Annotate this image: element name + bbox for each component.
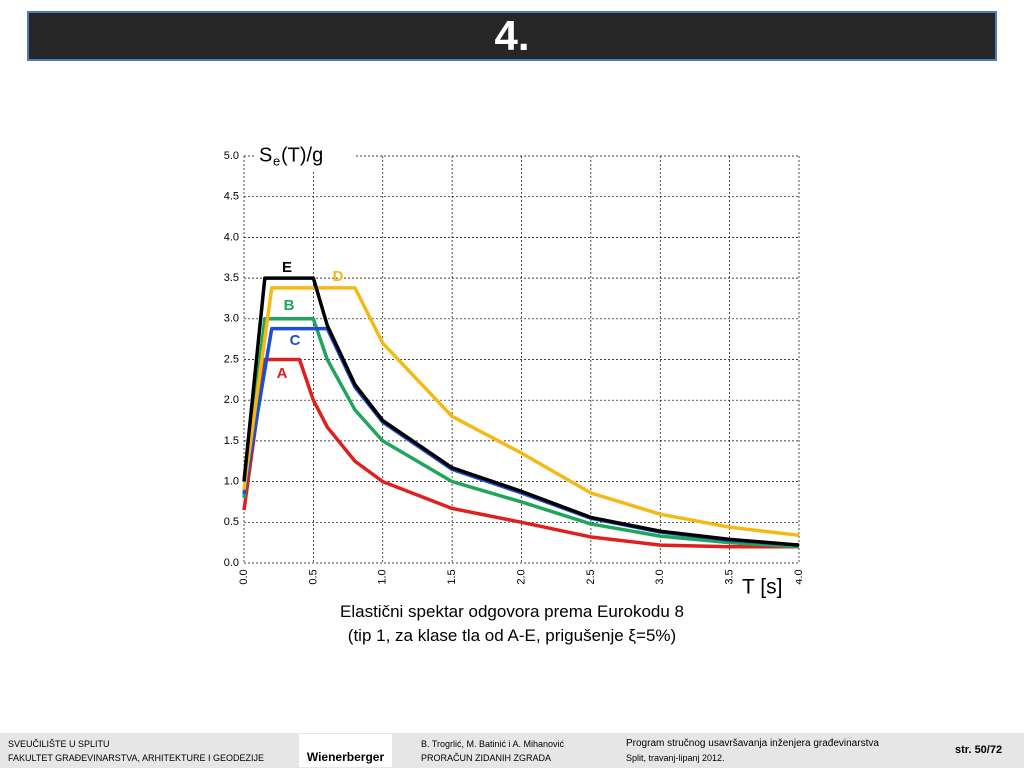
program: Program stručnog usavršavanja inženjera …: [626, 738, 879, 749]
program: Split, travanj-lipanj 2012.: [626, 753, 725, 763]
series-label: A: [277, 365, 288, 382]
y-axis-label-rest: (T)/g: [281, 144, 323, 166]
series-label: B: [284, 297, 295, 314]
x-tick-label: 1.0: [377, 569, 389, 584]
y-tick-label: 0.5: [224, 516, 239, 528]
authors: B. Trogrlić, M. Batinić i A. Mihanović: [421, 739, 565, 749]
x-tick-label: 3.0: [654, 569, 666, 584]
chart: 0.0 0.5 1.0 1.5 2.0 2.5 3.0 3.5 4.0 4.5 5.0 0.0 0.5 1…: [223, 140, 805, 600]
series-label: C: [290, 332, 301, 349]
series-line: [242, 286, 800, 538]
series-line: [242, 317, 800, 549]
x-tick-label: 3.5: [724, 569, 736, 584]
caption-line: Elastični spektar odgovora prema Eurokod…: [340, 602, 684, 621]
logo: Wienerberger: [299, 734, 392, 767]
y-tick-label: 3.0: [224, 313, 239, 325]
series-line: [242, 276, 800, 547]
y-tick-label: 2.5: [224, 353, 239, 365]
y-tick-label: 5.0: [224, 150, 239, 162]
y-tick-label: 2.0: [224, 394, 239, 406]
label-backdrop: [255, 140, 355, 170]
y-axis-label-sub: e: [273, 153, 280, 168]
y-tick-label: 0.0: [224, 557, 239, 569]
caption: Elastični spektar odgovora prema Eurokod…: [0, 600, 1024, 648]
x-axis-label: T [s]: [742, 576, 782, 599]
page-number: str. 50/72: [955, 744, 1003, 756]
series-line: [242, 357, 799, 549]
y-tick-label: 3.5: [224, 272, 239, 284]
series-label: D: [333, 268, 344, 285]
institution: SVEUČILIŠTE U SPLITU: [8, 739, 110, 749]
x-tick-label: 1.5: [446, 569, 458, 584]
institution: FAKULTET GRAĐEVINARSTVA, ARHITEKTURE I G…: [8, 753, 265, 763]
y-tick-label: 1.0: [224, 476, 239, 488]
x-tick-label: 0.0: [238, 569, 250, 584]
footer: SVEUČILIŠTE U SPLITU FAKULTET GRAĐEVINAR…: [0, 733, 1024, 768]
series-label: E: [282, 259, 292, 276]
y-tick-label: 1.5: [224, 435, 239, 447]
authors: PRORAČUN ZIDANIH ZGRADA: [421, 753, 552, 763]
x-tick-label: 2.5: [585, 569, 597, 584]
caption-line: (tip 1, za klase tla od A-E, prigušenje …: [347, 626, 677, 645]
y-axis-label: S: [259, 144, 272, 166]
y-tick-label: 4.5: [224, 191, 239, 203]
slide-title: 4.: [27, 11, 997, 61]
label-backdrop: [738, 574, 796, 600]
x-tick-label: 0.5: [307, 569, 319, 584]
x-tick-label: 2.0: [515, 569, 527, 584]
y-tick-label: 4.0: [224, 231, 239, 243]
